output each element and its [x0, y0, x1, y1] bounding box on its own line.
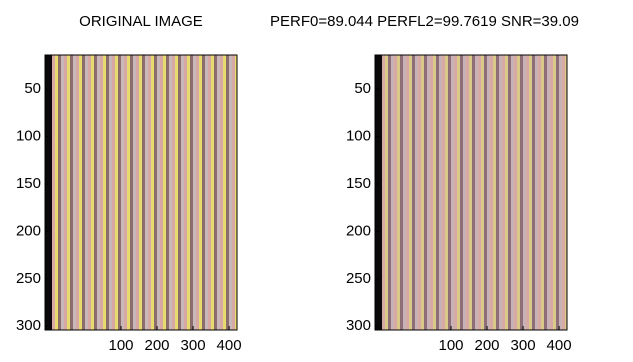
page: ORIGINAL IMAGE 50 100 150 200 250 300 100 200 300…	[0, 0, 633, 362]
y-tick-label: 250	[346, 270, 371, 287]
y-tick-label: 300	[16, 317, 41, 334]
image-dark-band	[375, 55, 382, 330]
y-tick-label: 300	[346, 317, 371, 334]
axes-title: PERF0=89.044 PERFL2=99.7619 SNR=39.09	[270, 13, 579, 30]
y-tick-label: 150	[16, 175, 41, 192]
y-tick-label: 100	[16, 128, 41, 145]
image	[45, 55, 237, 330]
y-tick-label: 50	[24, 80, 41, 97]
y-tick-label: 50	[354, 80, 371, 97]
y-tick-label: 100	[346, 128, 371, 145]
y-tick-label: 200	[346, 222, 371, 239]
x-tick-label: 200	[475, 337, 500, 354]
x-tick-label: 300	[511, 337, 536, 354]
x-tick-label: 400	[547, 337, 572, 354]
y-tick-label: 150	[346, 175, 371, 192]
x-tick-label: 400	[217, 337, 242, 354]
y-tick-label: 250	[16, 270, 41, 287]
image-dark-band	[45, 55, 52, 330]
x-tick-label: 100	[108, 337, 133, 354]
y-tick-label: 200	[16, 222, 41, 239]
figure: ORIGINAL IMAGE 50 100 150 200 250 300 100 200 300…	[0, 0, 633, 362]
x-tick-label: 300	[181, 337, 206, 354]
x-tick-label: 100	[438, 337, 463, 354]
x-tick-label: 200	[145, 337, 170, 354]
image	[375, 55, 567, 330]
axes-title: ORIGINAL IMAGE	[79, 13, 203, 30]
